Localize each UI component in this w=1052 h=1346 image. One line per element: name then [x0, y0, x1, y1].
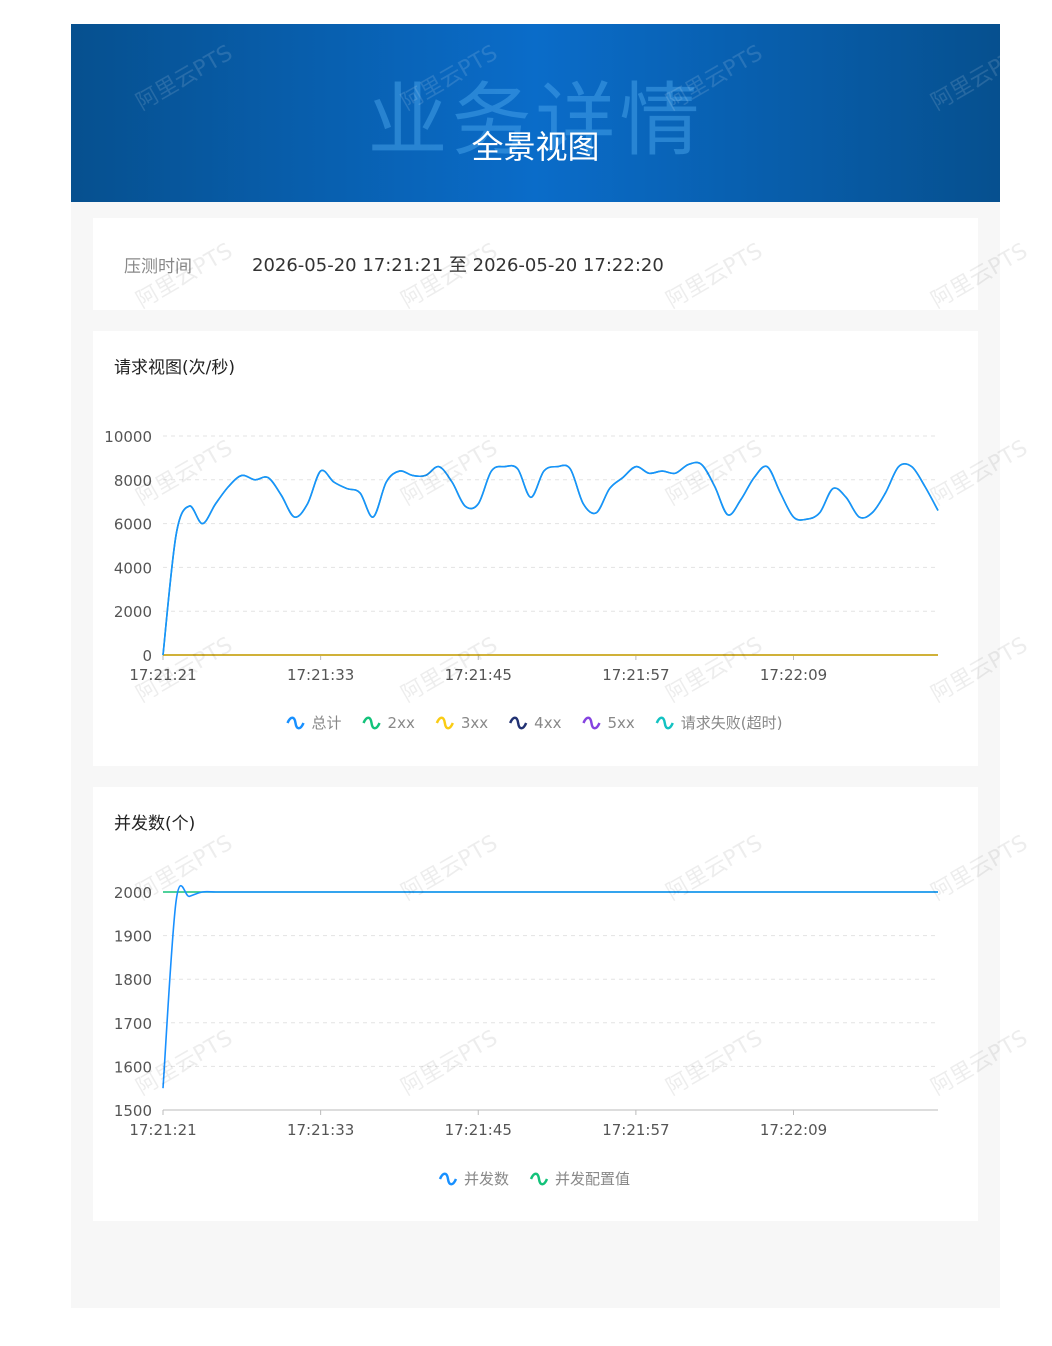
legend-icon	[435, 716, 454, 730]
legend-icon	[362, 716, 381, 730]
y-tick-label: 1900	[114, 928, 152, 946]
banner-background-title: 业务详情	[367, 74, 704, 167]
legend-item[interactable]: 2xx	[362, 714, 415, 732]
legend-label: 4xx	[534, 714, 561, 732]
report: 业务详情 全景视图 压测时间 2026-05-20 17:21:21 至 202…	[71, 24, 1000, 1308]
legend-item[interactable]: 并发配置值	[529, 1170, 630, 1188]
banner: 业务详情 全景视图	[71, 24, 1000, 202]
legend-label: 请求失败(超时)	[681, 714, 783, 732]
y-tick-label: 2000	[114, 603, 152, 621]
banner-title: 全景视图	[471, 128, 600, 166]
time-value: 2026-05-20 17:21:21 至 2026-05-20 17:22:2…	[252, 255, 664, 276]
x-tick-label: 17:21:57	[602, 666, 669, 684]
legend-label: 总计	[312, 714, 342, 732]
legend-item[interactable]: 并发数	[438, 1170, 509, 1188]
legend-label: 3xx	[461, 714, 488, 732]
legend-icon	[655, 716, 674, 730]
line	[162, 461, 939, 656]
legend-item[interactable]: 3xx	[435, 714, 488, 732]
x-tick-label: 17:21:45	[445, 1121, 512, 1139]
chart-title: 并发数(个)	[114, 814, 195, 834]
x-tick-label: 17:21:33	[287, 1121, 354, 1139]
x-tick-label: 17:21:21	[129, 1121, 196, 1139]
x-tick-label: 17:21:21	[129, 666, 196, 684]
y-tick-label: 1700	[114, 1015, 152, 1033]
legend-icon	[529, 1172, 549, 1186]
time-card: 压测时间 2026-05-20 17:21:21 至 2026-05-20 17…	[93, 218, 978, 310]
legend-icon	[286, 716, 305, 730]
chart: 请求视图(次/秒) 0 2000 4000 6000 8000 10000 17:21:21 1…	[104, 358, 939, 732]
legend-item[interactable]: 4xx	[508, 714, 562, 732]
chart-card: 请求视图(次/秒) 0 2000 4000 6000 8000 10000 17:21:21 1…	[93, 331, 978, 766]
x-tick-label: 17:21:57	[602, 1121, 669, 1139]
y-tick-label: 1500	[114, 1102, 152, 1120]
legend-item[interactable]: 请求失败(超时)	[655, 714, 783, 732]
y-tick-label: 6000	[114, 516, 152, 534]
y-tick-label: 10000	[104, 428, 152, 446]
legend-icon	[582, 716, 601, 730]
legend-item[interactable]: 总计	[286, 714, 342, 732]
legend-icon	[438, 1172, 458, 1186]
line	[162, 884, 938, 1089]
legend-icon	[508, 716, 528, 730]
chart-card: 并发数(个) 1500 1600 1700 1800 1900 2000 17:21:21 17…	[93, 787, 978, 1221]
y-tick-label: 1600	[114, 1058, 152, 1076]
x-tick-label: 17:21:33	[287, 666, 354, 684]
y-tick-label: 4000	[114, 559, 152, 577]
legend-label: 并发数	[464, 1170, 509, 1188]
x-tick-label: 17:22:09	[760, 666, 827, 684]
legend-label: 5xx	[607, 714, 634, 732]
y-tick-label: 0	[142, 647, 152, 665]
chart: 并发数(个) 1500 1600 1700 1800 1900 2000 17:21:21 17…	[114, 814, 938, 1188]
legend-label: 并发配置值	[555, 1170, 630, 1188]
x-tick-label: 17:21:45	[445, 666, 512, 684]
y-tick-label: 8000	[114, 472, 152, 490]
y-tick-label: 2000	[114, 884, 152, 902]
legend-item[interactable]: 5xx	[582, 714, 635, 732]
x-tick-label: 17:22:09	[760, 1121, 827, 1139]
legend-label: 2xx	[388, 714, 415, 732]
time-label: 压测时间	[124, 257, 192, 277]
y-tick-label: 1800	[114, 971, 152, 989]
chart-title: 请求视图(次/秒)	[114, 358, 235, 378]
